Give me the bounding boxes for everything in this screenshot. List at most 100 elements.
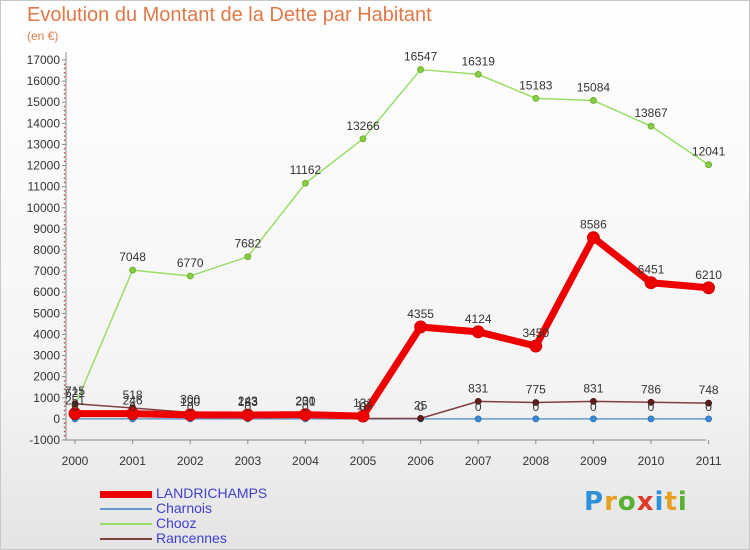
y-minor-tick — [63, 367, 66, 370]
y-tick-label: 16000 — [27, 74, 61, 88]
y-minor-tick — [63, 413, 66, 416]
y-minor-tick — [63, 105, 66, 108]
data-point-chooz — [590, 97, 597, 104]
y-tick-label: 2000 — [33, 370, 60, 384]
y-minor-tick — [63, 67, 66, 70]
data-label-rancennes: 775 — [526, 383, 546, 397]
y-minor-tick — [63, 114, 66, 116]
data-label-rancennes: 831 — [583, 381, 603, 395]
y-tick-label: -1000 — [29, 433, 60, 447]
legend-swatch-rancennes — [100, 538, 152, 540]
data-point-charnois — [532, 415, 540, 423]
data-point-rancennes — [474, 397, 482, 405]
data-point-chooz — [532, 94, 540, 102]
y-minor-tick — [63, 358, 66, 361]
x-tick-label: 2009 — [580, 454, 607, 468]
y-minor-tick — [63, 92, 66, 95]
data-label-charnois: 0 — [302, 400, 309, 414]
y-minor-tick — [63, 392, 66, 395]
data-label-chooz: 7048 — [119, 250, 146, 264]
x-tick-label: 2007 — [465, 454, 492, 468]
y-minor-tick — [63, 244, 66, 247]
y-minor-tick — [63, 401, 66, 403]
y-minor-tick — [63, 211, 66, 213]
y-minor-tick — [63, 168, 66, 171]
y-tick-label: 8000 — [33, 243, 60, 257]
data-label-chooz: 15084 — [577, 80, 611, 94]
logo-letter: P — [584, 487, 605, 517]
proxiti-logo: Proxiti — [584, 487, 688, 517]
data-point-landrichamps — [702, 281, 715, 295]
data-label-chooz: 11162 — [290, 163, 322, 177]
data-label-landrichamps: 6210 — [695, 268, 722, 282]
y-minor-tick — [63, 329, 66, 332]
data-label-landrichamps: 3450 — [522, 326, 549, 340]
y-minor-tick — [63, 299, 66, 302]
data-point-landrichamps — [68, 407, 82, 420]
data-point-landrichamps — [183, 408, 197, 422]
x-tick-label: 2008 — [522, 454, 549, 468]
x-tick-label: 2011 — [696, 454, 722, 468]
y-minor-tick — [63, 97, 66, 99]
y-minor-tick — [63, 266, 66, 268]
y-minor-tick — [63, 194, 66, 196]
y-minor-tick — [63, 304, 66, 306]
y-minor-tick — [63, 109, 66, 112]
y-minor-tick — [63, 388, 66, 391]
data-label-rancennes: 18 — [356, 399, 370, 413]
data-point-chooz — [417, 66, 425, 73]
y-minor-tick — [63, 202, 66, 205]
data-label-charnois: 0 — [648, 400, 655, 414]
data-label-landrichamps: 8586 — [580, 218, 607, 232]
y-tick-label: 3000 — [33, 349, 60, 363]
data-label-chooz: 16319 — [462, 54, 496, 68]
data-label-rancennes: 715 — [65, 384, 85, 398]
data-label-charnois: 0 — [244, 400, 251, 414]
y-minor-tick — [63, 295, 66, 298]
y-tick-label: 5000 — [33, 306, 60, 320]
data-label-landrichamps: 201 — [295, 395, 315, 409]
data-point-chooz — [705, 161, 712, 169]
data-point-landrichamps — [414, 320, 428, 334]
y-minor-tick — [63, 316, 66, 319]
y-minor-tick — [63, 177, 66, 180]
y-tick-label: 4000 — [33, 327, 60, 341]
y-minor-tick — [63, 156, 66, 158]
y-minor-tick — [63, 261, 66, 264]
y-minor-tick — [63, 63, 66, 66]
data-point-chooz — [244, 253, 252, 261]
data-point-landrichamps — [356, 409, 370, 423]
y-minor-tick — [63, 363, 66, 365]
y-minor-tick — [63, 190, 66, 192]
data-label-landrichamps: 251 — [65, 394, 85, 408]
data-label-rancennes: 518 — [123, 388, 143, 402]
y-minor-tick — [63, 422, 66, 424]
y-minor-tick — [63, 152, 66, 154]
y-minor-tick — [63, 160, 66, 163]
y-tick-label: 1000 — [33, 391, 60, 405]
data-label-chooz: 12041 — [692, 145, 726, 159]
data-point-rancennes — [532, 399, 540, 406]
data-point-rancennes — [647, 398, 655, 406]
data-label-landrichamps: 6451 — [638, 263, 665, 277]
y-minor-tick — [63, 236, 66, 239]
data-label-charnois: 0 — [360, 400, 367, 414]
x-tick-label: 2004 — [292, 454, 319, 468]
y-minor-tick — [63, 173, 66, 175]
x-tick-label: 2001 — [119, 454, 146, 468]
y-tick-label: 14000 — [27, 116, 61, 130]
data-label-chooz: 621 — [65, 386, 85, 400]
y-tick-label: 6000 — [33, 285, 60, 299]
x-tick-label: 2005 — [350, 454, 377, 468]
y-minor-tick — [63, 71, 66, 74]
y-minor-tick — [63, 257, 66, 260]
legend-label-landrichamps: LANDRICHAMPS — [156, 485, 268, 501]
y-minor-tick — [63, 430, 66, 433]
y-tick-label: 12000 — [27, 159, 61, 173]
data-point-chooz — [129, 266, 137, 274]
data-label-charnois: 0 — [72, 400, 79, 414]
y-minor-tick — [63, 198, 66, 201]
data-label-charnois: 0 — [532, 400, 539, 414]
y-minor-tick — [63, 232, 66, 234]
y-tick-label: 13000 — [27, 137, 61, 151]
